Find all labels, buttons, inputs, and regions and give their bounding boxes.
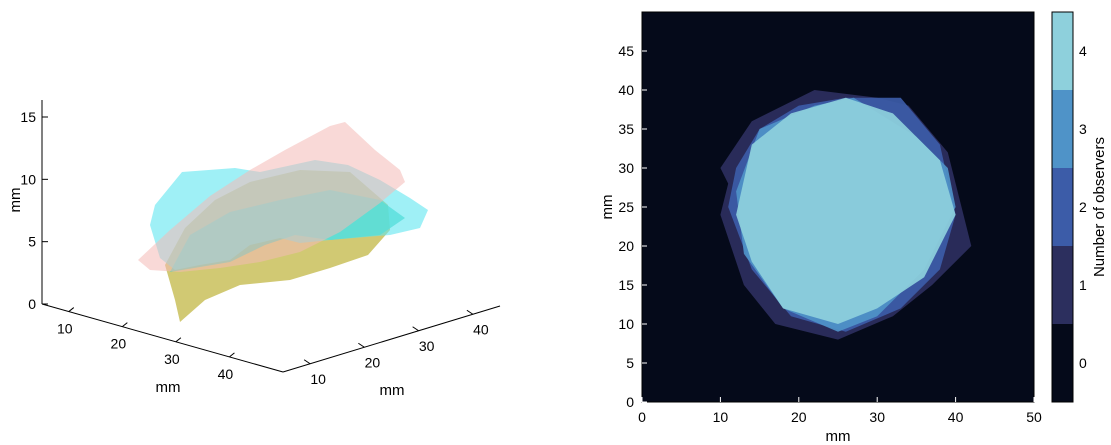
colorbar-segment-2 bbox=[1052, 168, 1073, 246]
colorbar-frame bbox=[1051, 11, 1074, 403]
y-tick-label: 30 bbox=[618, 160, 634, 176]
z-tick-label: 5 bbox=[28, 234, 36, 250]
observer-map: 0 10 20 30 40 50 0 5 10 15 20 25 30 35 40 45 mm mm 0 1 2… bbox=[599, 11, 1108, 445]
x-ticks-3d: 10 20 30 40 bbox=[57, 307, 235, 382]
surface-pink bbox=[138, 122, 405, 272]
y-tick-label: 25 bbox=[618, 199, 634, 215]
y-tick-label: 45 bbox=[618, 43, 634, 59]
y-tick-label: 0 bbox=[626, 394, 634, 410]
x3-tick-label: 20 bbox=[111, 336, 127, 352]
x3-tick-mark bbox=[68, 307, 75, 312]
y-tick-label: 10 bbox=[618, 316, 634, 332]
colorbar-segment-1 bbox=[1052, 246, 1073, 324]
y3-tick-label: 10 bbox=[310, 371, 326, 387]
x-axis-label: mm bbox=[156, 379, 181, 396]
colorbar-tick-label: 2 bbox=[1079, 199, 1087, 215]
colorbar-tick-label: 0 bbox=[1079, 355, 1087, 371]
y3-tick-mark bbox=[412, 326, 419, 332]
x-axis-label-2d: mm bbox=[826, 428, 851, 445]
y-axis-label: mm bbox=[380, 382, 405, 399]
z-tick-label: 15 bbox=[20, 109, 36, 125]
colorbar: 0 1 2 3 4 bbox=[1052, 12, 1087, 402]
y-tick-label: 40 bbox=[618, 82, 634, 98]
y3-tick-label: 30 bbox=[419, 338, 435, 354]
x-tick-label: 0 bbox=[638, 409, 646, 425]
colorbar-segment-0 bbox=[1052, 324, 1073, 402]
x-ticks: 0 10 20 30 40 50 bbox=[638, 397, 1042, 425]
x3-tick-label: 40 bbox=[218, 366, 234, 382]
y-axis-label-2d: mm bbox=[599, 195, 616, 220]
y-tick-label: 15 bbox=[618, 277, 634, 293]
colorbar-tick-label: 4 bbox=[1079, 43, 1087, 59]
y-axis-line bbox=[282, 305, 501, 373]
y-tick-label: 5 bbox=[626, 355, 634, 371]
y-tick-label: 35 bbox=[618, 121, 634, 137]
colorbar-segment-4 bbox=[1052, 12, 1073, 90]
z-ticks: 0 5 10 15 bbox=[20, 109, 48, 312]
z-tick-label: 0 bbox=[28, 296, 36, 312]
y-ticks: 0 5 10 15 20 25 30 35 40 45 bbox=[618, 43, 647, 410]
colorbar-tick-label: 1 bbox=[1079, 277, 1087, 293]
x-tick-label: 10 bbox=[713, 409, 729, 425]
z-tick-label: 10 bbox=[20, 171, 36, 187]
z-axis-label: mm bbox=[7, 188, 24, 213]
x-tick-label: 40 bbox=[948, 409, 964, 425]
colorbar-label: Number of observers bbox=[1091, 137, 1108, 277]
y-tick-label: 20 bbox=[618, 238, 634, 254]
y-ticks-3d: 10 20 30 40 bbox=[303, 309, 489, 387]
x-tick-label: 50 bbox=[1026, 409, 1042, 425]
x-tick-label: 30 bbox=[869, 409, 885, 425]
observer-regions bbox=[720, 90, 972, 340]
colorbar-tick-label: 3 bbox=[1079, 121, 1087, 137]
x-axis-line bbox=[41, 303, 284, 373]
y3-tick-mark bbox=[358, 342, 365, 348]
x3-tick-label: 10 bbox=[57, 321, 73, 337]
x3-tick-mark bbox=[122, 322, 128, 328]
y3-tick-mark bbox=[303, 359, 311, 365]
colorbar-segment-3 bbox=[1052, 90, 1073, 168]
surface-plot-3d: 0 5 10 15 10 20 30 40 10 20 30 40 mm mm mm bbox=[7, 100, 501, 399]
y3-tick-label: 40 bbox=[473, 321, 489, 337]
x-tick-label: 20 bbox=[791, 409, 807, 425]
observer-region-4 bbox=[736, 97, 956, 324]
y3-tick-mark bbox=[466, 309, 474, 315]
y3-tick-label: 20 bbox=[365, 354, 381, 370]
x3-tick-mark bbox=[229, 352, 235, 358]
x3-tick-mark bbox=[175, 337, 182, 343]
x3-tick-label: 30 bbox=[164, 351, 180, 367]
